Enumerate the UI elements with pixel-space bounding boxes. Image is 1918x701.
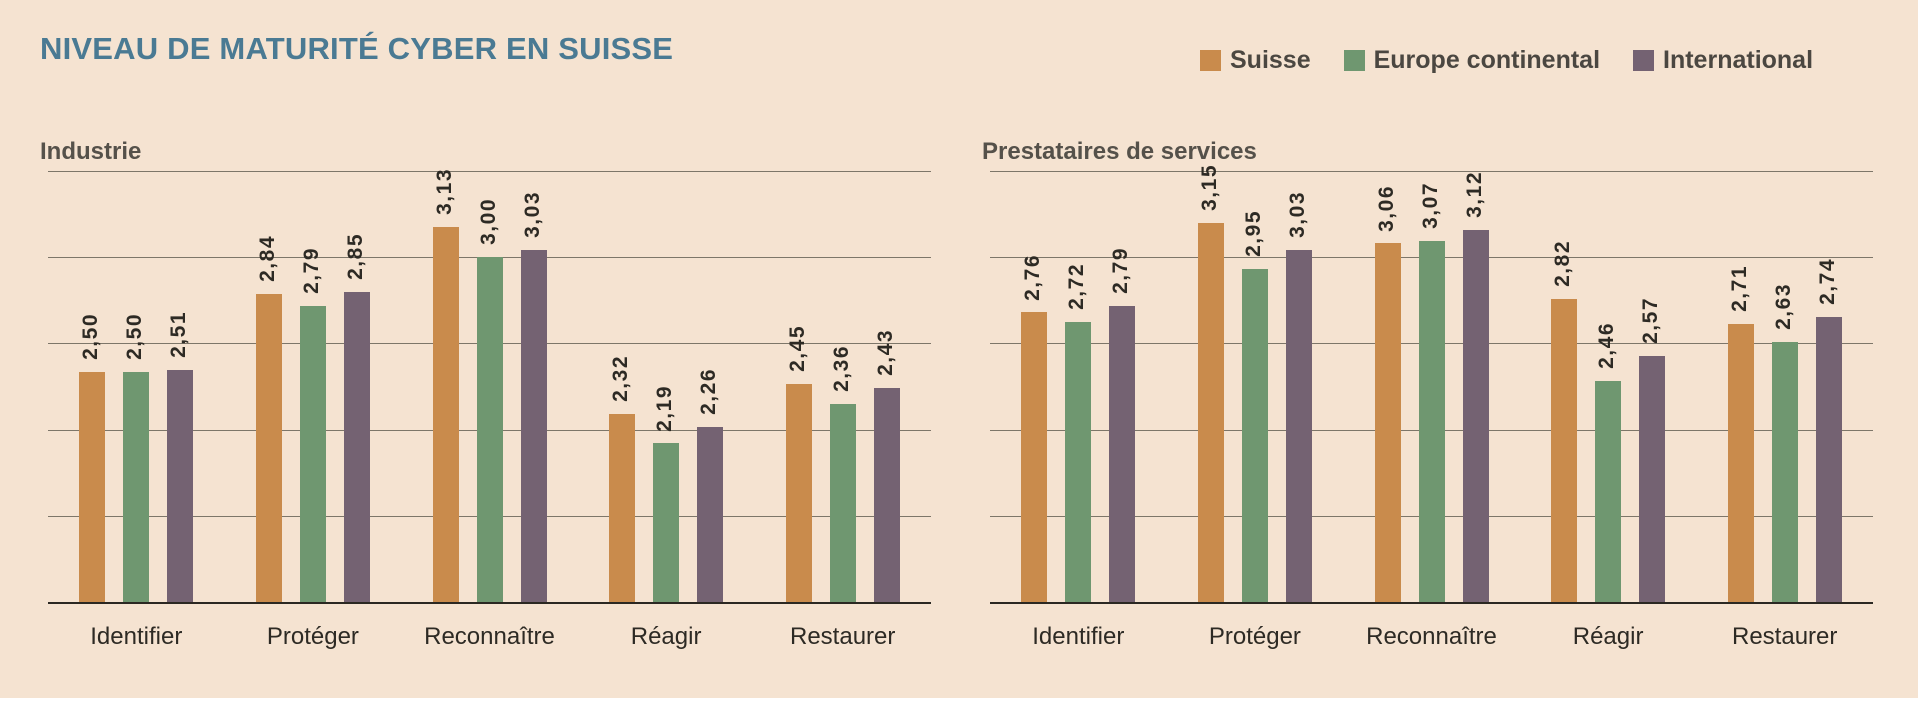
bar-value-label: 2,19 <box>653 384 677 432</box>
bar <box>432 227 459 602</box>
chart-legend: Suisse Europe continental International <box>1200 46 1813 75</box>
bar-value-label: 2,36 <box>829 345 853 393</box>
plot-area: Identifier 2,50 2,50 2,51 Protéger 2,84 2,79 2,… <box>48 168 931 650</box>
bar-value-label: 2,72 <box>1065 262 1089 310</box>
bar-value-label: 2,84 <box>255 235 279 282</box>
chart-subtitle: Industrie <box>40 138 142 165</box>
bar-value-label: 2,51 <box>167 310 191 358</box>
bar <box>1197 222 1224 602</box>
bar <box>79 372 106 602</box>
x-axis-line <box>990 602 1873 604</box>
bar <box>653 443 680 602</box>
bar-value-label: 2,32 <box>609 354 633 402</box>
bar <box>343 291 370 602</box>
bar-value-label: 3,13 <box>432 168 456 216</box>
bar-value-label: 3,12 <box>1462 170 1486 218</box>
category-label: Réagir <box>630 623 702 650</box>
bar-value-label: 2,95 <box>1241 209 1265 257</box>
bar-value-label: 2,46 <box>1595 322 1619 370</box>
bar <box>1595 381 1622 602</box>
category-label: Restaurer <box>1732 623 1838 650</box>
bar-value-label: 2,63 <box>1771 283 1795 331</box>
bar <box>1109 305 1136 602</box>
bar <box>785 383 812 602</box>
gridline <box>990 171 1873 172</box>
bar <box>609 413 636 602</box>
bottom-strip <box>0 698 1918 701</box>
bar-value-label: 2,74 <box>1815 258 1839 305</box>
bar-value-label: 3,03 <box>1285 191 1309 239</box>
gridline <box>48 171 931 172</box>
bar <box>1065 321 1092 602</box>
bar <box>1815 317 1842 602</box>
bar-value-label: 2,57 <box>1639 297 1663 344</box>
category-label: Protéger <box>266 623 359 650</box>
legend-item: Suisse <box>1200 46 1311 75</box>
bar-value-label: 2,45 <box>785 324 809 372</box>
bar <box>1241 268 1268 602</box>
category-label: Protéger <box>1208 623 1301 650</box>
legend-swatch-icon <box>1200 50 1221 71</box>
bar-value-label: 3,00 <box>476 198 500 246</box>
bar <box>1462 229 1489 602</box>
bar-value-label: 2,76 <box>1021 253 1045 301</box>
category-label: Identifier <box>90 623 183 650</box>
x-axis-line <box>48 602 931 604</box>
legend-item: International <box>1633 46 1813 75</box>
bar <box>1021 312 1048 602</box>
legend-swatch-icon <box>1633 50 1655 71</box>
bar <box>873 388 900 602</box>
bar <box>299 305 326 602</box>
category-label: Reconnaître <box>1366 623 1497 650</box>
bar <box>1551 298 1578 602</box>
bar-value-label: 3,15 <box>1197 163 1221 211</box>
bar <box>1727 323 1754 602</box>
chart-panel-industrie: Industrie Identifier 2,50 2,50 2,51 Protéger… <box>40 138 935 678</box>
chart-subtitle: Prestataires de services <box>982 138 1257 165</box>
bar-value-label: 3,03 <box>520 191 544 239</box>
bar <box>520 250 547 602</box>
bar-value-label: 2,26 <box>697 368 721 416</box>
bar <box>1418 241 1445 602</box>
bar-value-label: 3,07 <box>1418 182 1442 230</box>
plot-area: Identifier 2,76 2,72 2,79 Protéger 3,15 2,95 3,… <box>990 164 1873 650</box>
chart-panel-services: Prestataires de services Identifier 2,76 2… <box>982 138 1877 678</box>
bar <box>697 427 724 602</box>
bar <box>255 294 282 602</box>
category-label: Identifier <box>1032 623 1125 650</box>
bar <box>1639 356 1666 602</box>
bar <box>1771 342 1798 602</box>
bar-value-label: 2,79 <box>299 246 323 294</box>
legend-label: Suisse <box>1230 46 1311 74</box>
bar <box>123 372 150 602</box>
bar <box>1285 250 1312 602</box>
legend-label: International <box>1663 46 1814 74</box>
legend-item: Europe continental <box>1343 46 1601 75</box>
bar-value-label: 2,43 <box>873 329 897 377</box>
bar <box>476 257 503 602</box>
bar-value-label: 2,50 <box>79 313 103 361</box>
bar-value-label: 2,71 <box>1727 265 1751 312</box>
bar-value-label: 2,50 <box>123 313 147 361</box>
page-title: NIVEAU DE MATURITÉ CYBER EN SUISSE <box>40 31 674 66</box>
category-label: Restaurer <box>790 623 896 650</box>
bar-value-label: 2,79 <box>1109 246 1133 294</box>
category-label: Reconnaître <box>424 623 555 650</box>
legend-swatch-icon <box>1343 50 1365 71</box>
legend-label: Europe continental <box>1373 46 1601 74</box>
bar <box>167 369 194 602</box>
bar <box>1374 243 1401 602</box>
bar-value-label: 2,82 <box>1551 239 1575 287</box>
bar-value-label: 2,85 <box>343 232 367 280</box>
bar <box>829 404 856 602</box>
bar-value-label: 3,06 <box>1374 184 1398 232</box>
category-label: Réagir <box>1572 623 1644 650</box>
